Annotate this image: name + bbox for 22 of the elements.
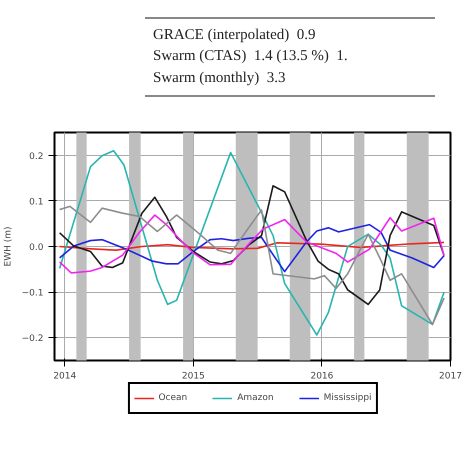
y-tick-label: 0.2 xyxy=(29,152,44,162)
text: GRACE (interpolated) 0.9 xyxy=(153,26,316,45)
line-series xyxy=(58,185,445,306)
legend-label: Mississippi xyxy=(324,393,372,403)
y-tick-label: −0.2 xyxy=(22,334,44,344)
line-series xyxy=(58,242,445,251)
legend-label: Amazon xyxy=(237,393,274,403)
x-tick-label: 2016 xyxy=(310,372,334,382)
line-series xyxy=(58,150,445,336)
text: Swarm (CTAS) 1.4 (13.5 %) 1. xyxy=(153,47,349,66)
y-tick-label: 0.0 xyxy=(29,243,44,253)
x-tick-label: 2014 xyxy=(53,372,77,382)
text: Swarm (monthly) 3.3 xyxy=(153,68,286,88)
line-series xyxy=(58,224,445,272)
y-axis-title: EWH (m) xyxy=(4,226,14,266)
line-series xyxy=(58,206,445,326)
y-tick-label: 0.1 xyxy=(29,197,44,208)
legend-label: Ocean xyxy=(158,393,188,403)
x-tick-label: 2015 xyxy=(182,372,205,382)
y-tick-label: −0.1 xyxy=(22,288,44,299)
x-tick-label: 2017 xyxy=(439,372,462,382)
line-series xyxy=(58,214,445,274)
